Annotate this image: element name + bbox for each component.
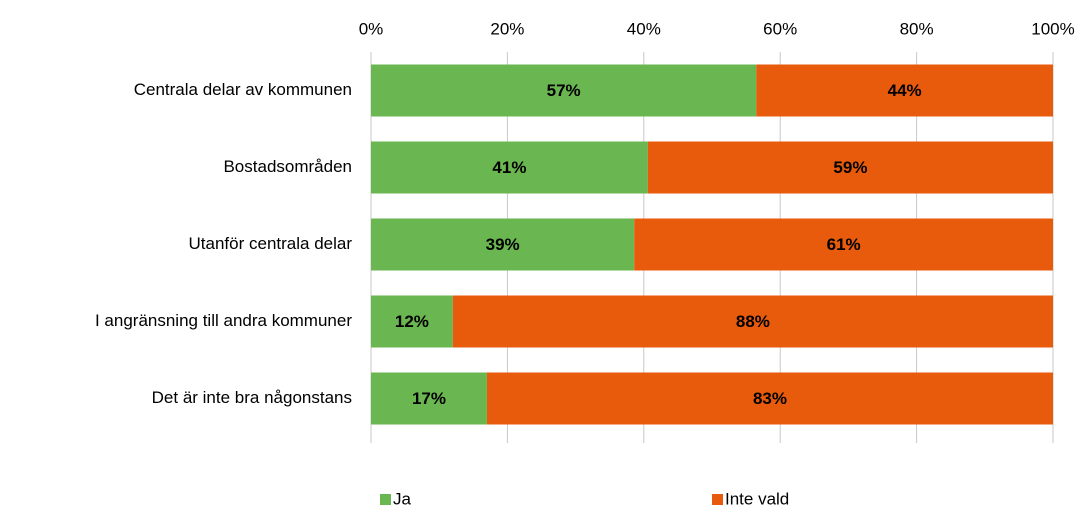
x-tick-label: 40% <box>627 19 661 38</box>
x-tick-label: 60% <box>763 19 797 38</box>
legend-label: Ja <box>393 489 412 508</box>
value-label: 59% <box>833 158 867 177</box>
legend-swatch <box>712 494 723 505</box>
category-label: I angränsning till andra kommuner <box>95 311 352 330</box>
bar-segment <box>647 141 1053 194</box>
bar-segment <box>371 141 648 194</box>
bar-segment <box>371 295 453 348</box>
x-tick-label: 80% <box>900 19 934 38</box>
bar-segment <box>634 218 1053 271</box>
value-label: 12% <box>395 312 429 331</box>
x-tick-label: 0% <box>359 19 384 38</box>
bar-segment <box>756 64 1053 117</box>
x-tick-label: 20% <box>490 19 524 38</box>
category-label: Bostadsområden <box>223 157 352 176</box>
legend-swatch <box>380 494 391 505</box>
value-label: 83% <box>753 389 787 408</box>
category-label: Centrala delar av kommunen <box>134 80 352 99</box>
value-label: 17% <box>412 389 446 408</box>
bar-segment <box>371 372 487 425</box>
bar-segment <box>452 295 1054 348</box>
value-label: 44% <box>888 81 922 100</box>
value-label: 41% <box>492 158 526 177</box>
category-label: Det är inte bra någonstans <box>152 388 352 407</box>
value-label: 88% <box>736 312 770 331</box>
x-tick-label: 100% <box>1031 19 1074 38</box>
category-label: Utanför centrala delar <box>189 234 353 253</box>
value-label: 57% <box>547 81 581 100</box>
bar-segment <box>486 372 1053 425</box>
bar-segment <box>371 218 635 271</box>
legend-label: Inte vald <box>725 489 789 508</box>
value-label: 39% <box>486 235 520 254</box>
bar-segment <box>371 64 757 117</box>
value-label: 61% <box>827 235 861 254</box>
